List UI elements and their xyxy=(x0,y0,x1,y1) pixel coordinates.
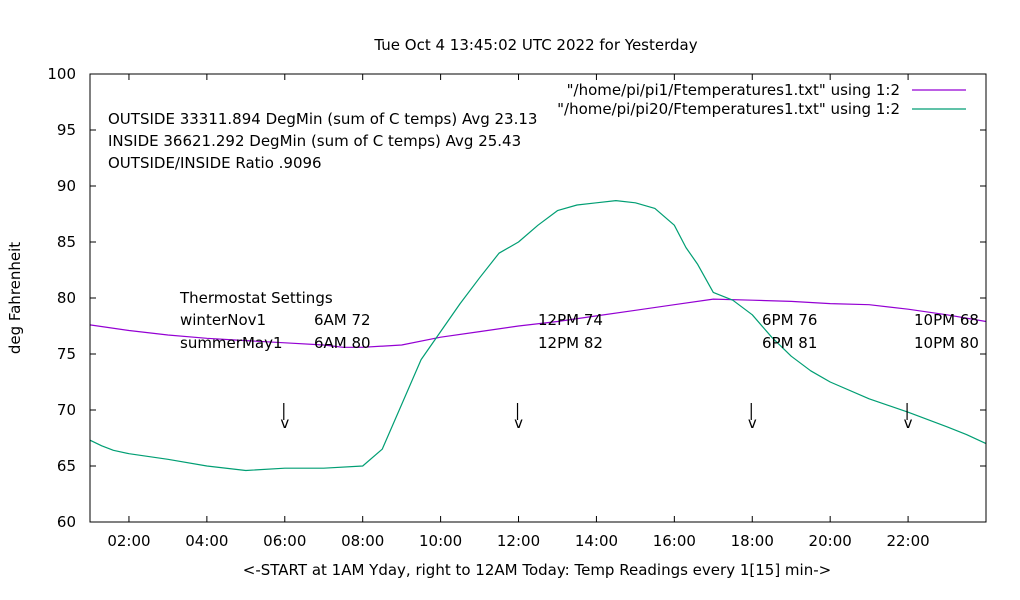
stats-line-ratio: OUTSIDE/INSIDE Ratio .9096 xyxy=(108,154,322,172)
arrow-label: v xyxy=(280,414,289,432)
y-tick-label: 70 xyxy=(57,401,76,419)
x-tick-label: 06:00 xyxy=(263,532,306,550)
x-axis-label: <-START at 1AM Yday, right to 12AM Today… xyxy=(243,561,831,579)
y-tick-label: 65 xyxy=(57,457,76,475)
y-tick-label: 80 xyxy=(57,289,76,307)
x-tick-label: 20:00 xyxy=(809,532,852,550)
arrow-label: v xyxy=(748,414,757,432)
thermostat-setting: 12PM 82 xyxy=(538,334,603,352)
legend-label-pi20: "/home/pi/pi20/Ftemperatures1.txt" using… xyxy=(557,100,900,118)
chart-title: Tue Oct 4 13:45:02 UTC 2022 for Yesterda… xyxy=(373,36,697,54)
stats-line-outside: OUTSIDE 33311.894 DegMin (sum of C temps… xyxy=(108,110,537,128)
x-tick-label: 16:00 xyxy=(653,532,696,550)
thermostat-setting: 6PM 76 xyxy=(762,311,817,329)
thermostat-row-name: summerMay1 xyxy=(180,334,283,352)
thermostat-setting: 10PM 68 xyxy=(914,311,979,329)
y-tick-label: 90 xyxy=(57,177,76,195)
y-tick-label: 75 xyxy=(57,345,76,363)
plot-area xyxy=(89,200,987,472)
x-tick-label: 14:00 xyxy=(575,532,618,550)
legend-label-pi1: "/home/pi/pi1/Ftemperatures1.txt" using … xyxy=(567,81,900,99)
thermostat-setting: 6AM 80 xyxy=(314,334,371,352)
arrow-label: v xyxy=(514,414,523,432)
y-axis-label: deg Fahrenheit xyxy=(6,242,24,354)
stats-line-inside: INSIDE 36621.292 DegMin (sum of C temps)… xyxy=(108,132,521,150)
x-tick-label: 04:00 xyxy=(185,532,228,550)
x-tick-label: 02:00 xyxy=(107,532,150,550)
x-tick-label: 10:00 xyxy=(419,532,462,550)
thermostat-setting: 10PM 80 xyxy=(914,334,979,352)
y-tick-label: 95 xyxy=(57,121,76,139)
series-line-pi20 xyxy=(89,200,987,472)
axis-ticks: 60 65 70 75 80 85 90 95 100 02:00 04:00 06:00 08:00 1… xyxy=(47,65,986,550)
arrow-label: v xyxy=(904,414,913,432)
y-tick-label: 100 xyxy=(47,65,76,83)
y-tick-label: 85 xyxy=(57,233,76,251)
thermostat-setting: 6PM 81 xyxy=(762,334,817,352)
thermostat-setting: 12PM 74 xyxy=(538,311,603,329)
thermostat-row-name: winterNov1 xyxy=(180,311,266,329)
x-tick-label: 08:00 xyxy=(341,532,384,550)
thermostat-setting: 6AM 72 xyxy=(314,311,371,329)
y-tick-label: 60 xyxy=(57,513,76,531)
plot-frame xyxy=(89,73,987,523)
x-tick-label: 22:00 xyxy=(886,532,929,550)
x-tick-label: 12:00 xyxy=(497,532,540,550)
thermostat-heading: Thermostat Settings xyxy=(179,289,333,307)
x-tick-label: 18:00 xyxy=(731,532,774,550)
legend: "/home/pi/pi1/Ftemperatures1.txt" using … xyxy=(557,81,966,118)
series-line-pi1 xyxy=(89,298,987,348)
